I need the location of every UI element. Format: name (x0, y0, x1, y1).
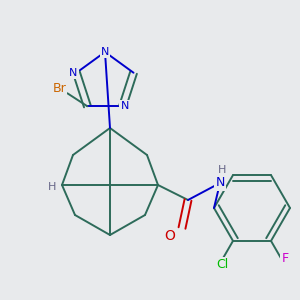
Text: N: N (69, 68, 78, 78)
Text: O: O (165, 229, 176, 243)
Text: N: N (120, 101, 129, 111)
Text: N: N (101, 47, 109, 57)
Text: H: H (218, 165, 226, 175)
Text: N: N (215, 176, 225, 190)
Text: F: F (281, 252, 289, 265)
Text: H: H (48, 182, 56, 192)
Text: Br: Br (52, 82, 66, 95)
Text: Cl: Cl (216, 259, 228, 272)
